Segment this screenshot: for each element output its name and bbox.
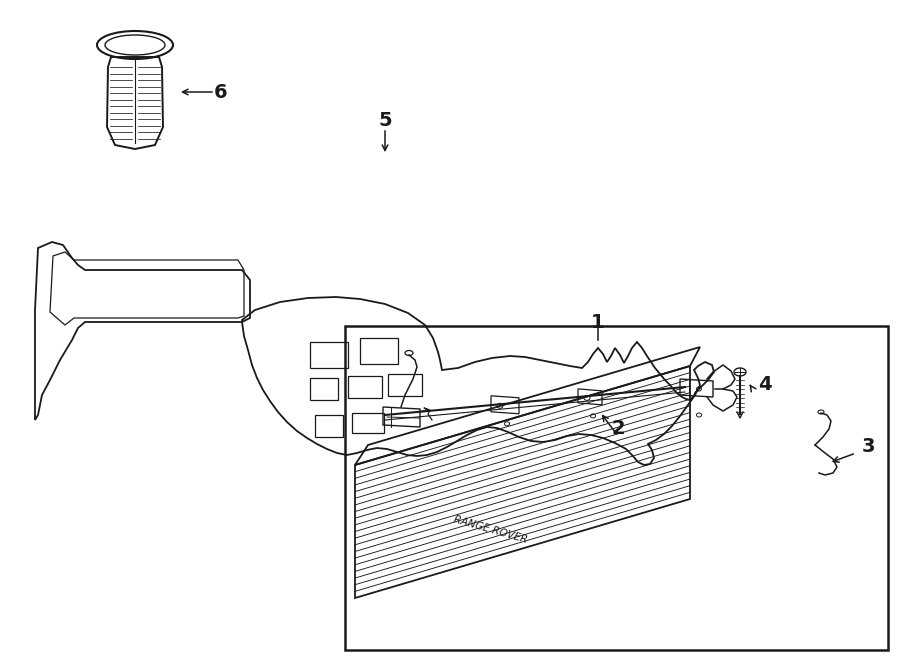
Text: 2: 2 (611, 418, 625, 438)
Bar (345, 326, 888, 650)
Bar (348, 376, 382, 398)
Text: 4: 4 (758, 375, 772, 395)
Bar (352, 413, 384, 433)
Text: RANGE ROVER: RANGE ROVER (452, 515, 528, 545)
Bar (310, 342, 348, 368)
Bar (315, 415, 343, 437)
Bar (310, 378, 338, 400)
Bar (360, 338, 398, 364)
Text: 1: 1 (591, 313, 605, 332)
Text: 3: 3 (861, 438, 875, 457)
Text: 6: 6 (214, 83, 228, 102)
Text: 5: 5 (378, 110, 392, 130)
Bar (388, 374, 422, 396)
